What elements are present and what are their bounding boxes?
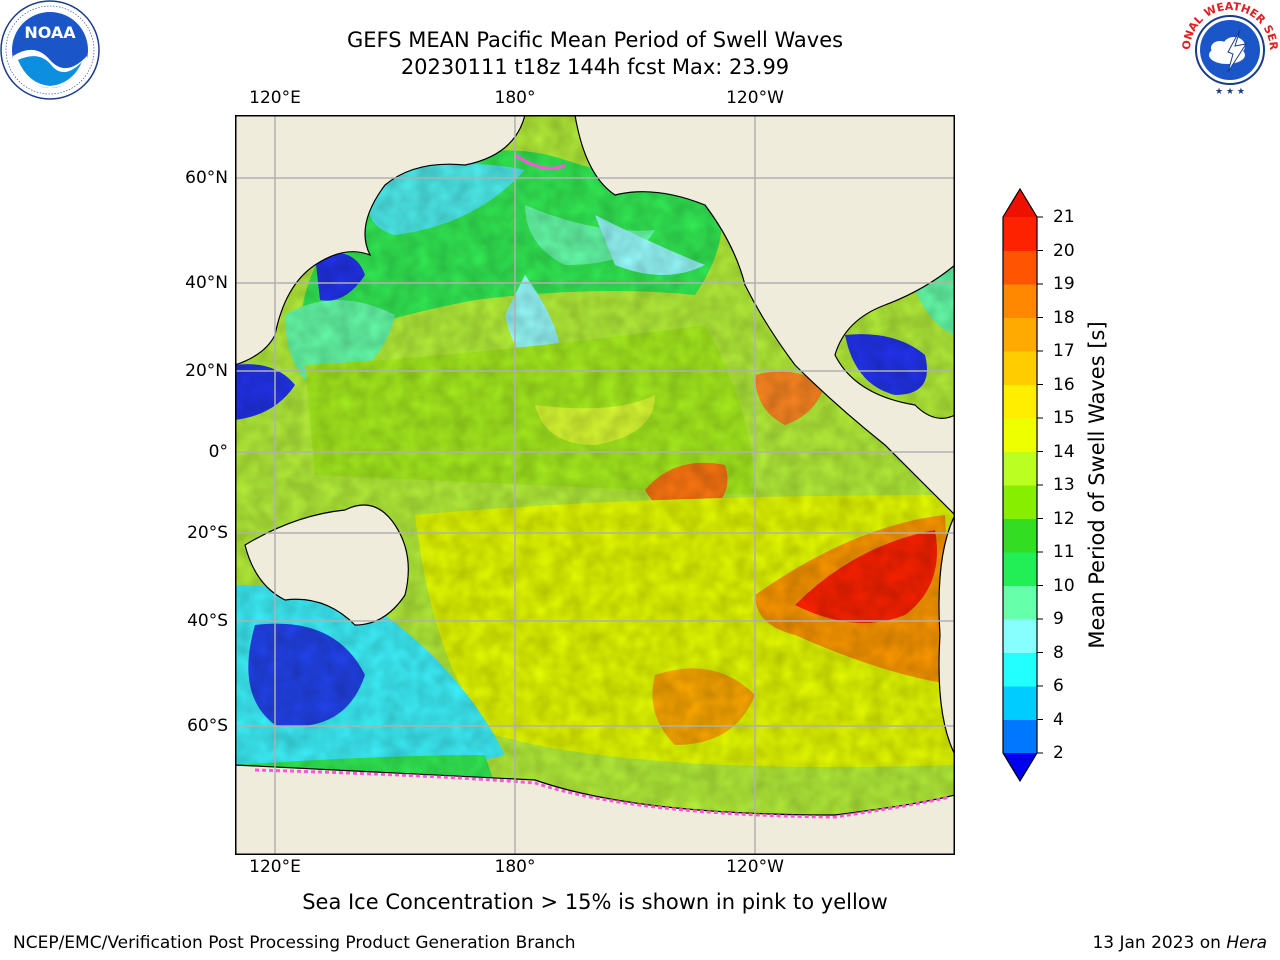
- graticule: [235, 115, 954, 854]
- colorbar-segment: [1003, 284, 1037, 318]
- lon-label-top-120e: 120°E: [249, 88, 301, 108]
- colorbar-segment: [1003, 317, 1037, 352]
- colorbar-segment: [1003, 686, 1037, 720]
- lat-label-0: 0°: [208, 442, 228, 462]
- lat-label-60s: 60°S: [187, 716, 228, 736]
- credit-branch: NCEP/EMC/Verification Post Processing Pr…: [13, 933, 576, 953]
- nws-logo: NATIONAL WEATHER SERVICE ★ ★ ★: [1180, 0, 1280, 98]
- colorbar-tick-label: 21: [1053, 207, 1075, 227]
- land-south-america: [938, 515, 954, 755]
- colorbar-segment: [1003, 719, 1037, 754]
- sea-ice-fringe-north: [514, 153, 566, 170]
- noaa-wordmark: NOAA: [24, 23, 76, 42]
- colorbar-tick-label: 11: [1053, 542, 1075, 562]
- lon-label-top-180: 180°: [494, 88, 536, 108]
- lat-label-40n: 40°N: [185, 273, 228, 293]
- lat-label-20n: 20°N: [185, 361, 228, 381]
- colorbar-tick-label: 12: [1053, 508, 1075, 529]
- colorbar-segment: [1003, 384, 1037, 419]
- land-north-america: [574, 115, 954, 515]
- credit-date: 13 Jan 2023 on Hera: [1092, 933, 1267, 953]
- colorbar-tick-label: 13: [1053, 475, 1075, 495]
- colorbar-segment: [1003, 217, 1037, 251]
- colorbar-segment: [1003, 619, 1037, 653]
- colorbar-tick-label: 15: [1053, 408, 1075, 428]
- noaa-logo: NOAA: [0, 0, 100, 100]
- svg-text:★ ★ ★: ★ ★ ★: [1215, 87, 1245, 97]
- colorbar-segment: [1003, 351, 1037, 385]
- land-australia: [244, 504, 409, 626]
- colorbar-tick-label: 16: [1053, 374, 1075, 395]
- colorbar-segment: [1003, 552, 1037, 586]
- map-panel: [235, 115, 955, 855]
- colorbar: [1002, 187, 1043, 783]
- colorbar-segment: [1003, 585, 1037, 620]
- sea-ice-fringe-south: [254, 768, 951, 819]
- colorbar-segment: [1003, 485, 1037, 519]
- colorbar-tick-label: 17: [1053, 341, 1075, 361]
- lat-label-20s: 20°S: [187, 523, 228, 543]
- sea-ice-note: Sea Ice Concentration > 15% is shown in …: [302, 890, 888, 914]
- lon-label-top-120w: 120°W: [726, 88, 784, 108]
- colorbar-tick-label: 19: [1053, 274, 1075, 294]
- colorbar-tick-label: 8: [1053, 642, 1064, 663]
- colorbar-segment: [1003, 250, 1037, 285]
- lon-label-bottom-120w: 120°W: [726, 857, 784, 877]
- colorbar-tick-label: 20: [1053, 240, 1075, 261]
- lon-label-bottom-120e: 120°E: [249, 857, 301, 877]
- chart-title: GEFS MEAN Pacific Mean Period of Swell W…: [346, 28, 844, 52]
- chart-subtitle: 20230111 t18z 144h fcst Max: 23.99: [400, 55, 790, 79]
- colorbar-tick-label: 9: [1053, 609, 1064, 629]
- colorbar-segment: [1003, 418, 1037, 452]
- colorbar-tick-label: 6: [1053, 676, 1064, 696]
- map-frame: [235, 115, 955, 855]
- lat-label-60n: 60°N: [185, 168, 228, 188]
- colorbar-over-triangle: [1003, 189, 1037, 217]
- credit-machine: Hera: [1226, 933, 1267, 953]
- colorbar-title: Mean Period of Swell Waves [s]: [1085, 321, 1109, 649]
- colorbar-tick-label: 18: [1053, 307, 1075, 328]
- credit-date-text: 13 Jan 2023 on: [1092, 933, 1227, 953]
- colorbar-tick-label: 4: [1053, 709, 1064, 730]
- lat-label-40s: 40°S: [187, 611, 228, 631]
- lon-label-bottom-180: 180°: [494, 857, 536, 877]
- colorbar-tick-label: 2: [1053, 743, 1064, 763]
- colorbar-segment: [1003, 518, 1037, 553]
- colorbar-segment: [1003, 451, 1037, 486]
- colorbar-tick-label: 14: [1053, 441, 1075, 462]
- colorbar-under-triangle: [1003, 753, 1037, 781]
- colorbar-segment: [1003, 652, 1037, 687]
- colorbar-tick-label: 10: [1053, 575, 1075, 596]
